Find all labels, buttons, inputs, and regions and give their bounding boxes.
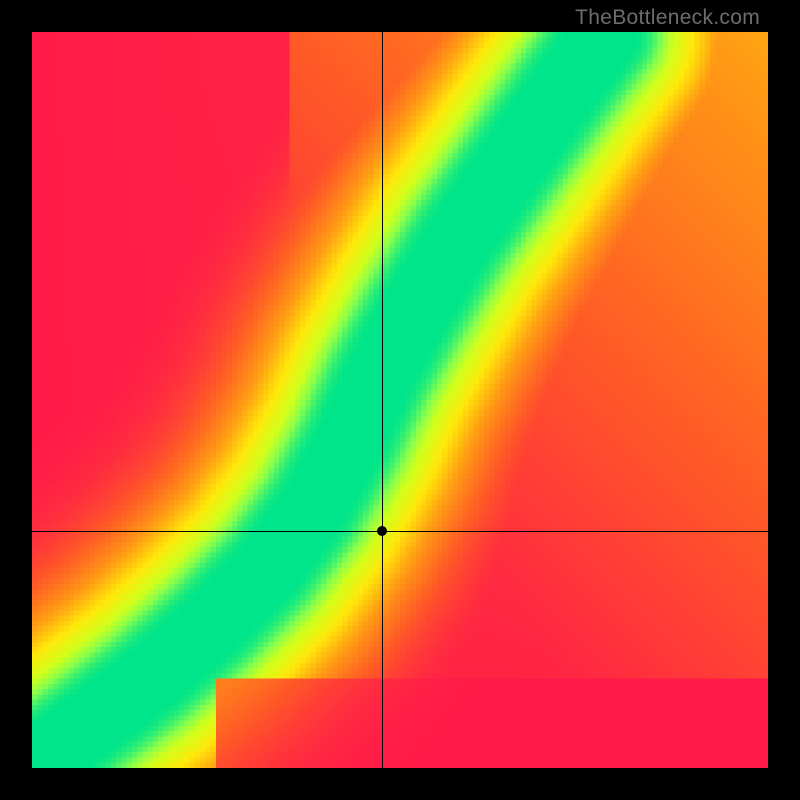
crosshair-horizontal (32, 531, 768, 532)
heatmap-canvas (32, 32, 768, 768)
watermark-text: TheBottleneck.com (575, 6, 760, 30)
crosshair-vertical (382, 32, 383, 768)
crosshair-marker (377, 526, 387, 536)
plot-area (32, 32, 768, 768)
